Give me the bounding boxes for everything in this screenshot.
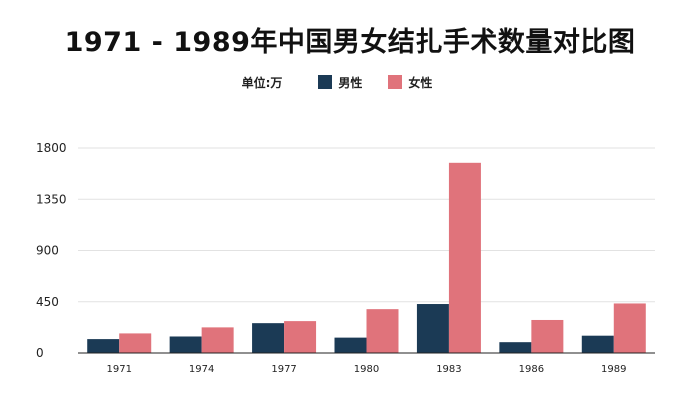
x-tick-label: 1989 — [601, 364, 626, 375]
x-tick-label: 1971 — [106, 364, 131, 375]
chart-title: 1971 - 1989年中国男女结扎手术数量对比图 — [64, 27, 636, 58]
bar-female-1977 — [284, 321, 317, 353]
bar-male-1983 — [416, 304, 449, 353]
x-tick-label: 1980 — [354, 364, 379, 375]
bar-male-1989 — [581, 335, 614, 353]
legend: 单位:万 男性 女性 — [0, 72, 700, 92]
legend-swatch-female — [388, 75, 403, 89]
y-tick-label: 450 — [36, 295, 59, 309]
bar-female-1980 — [366, 309, 399, 353]
unit-label: 单位:万 — [241, 75, 283, 90]
legend-swatch-male — [318, 75, 333, 89]
x-tick-label: 1983 — [436, 364, 461, 375]
legend-item-male: 男性 — [318, 74, 362, 91]
bar-male-1986 — [499, 342, 532, 353]
bar-male-1980 — [334, 337, 367, 353]
bar-female-1986 — [531, 319, 564, 353]
bar-female-1983 — [448, 162, 481, 353]
y-tick-label: 1800 — [36, 141, 67, 155]
legend-item-female: 女性 — [388, 74, 432, 91]
y-tick-label: 1350 — [36, 192, 67, 206]
x-tick-label: 1974 — [189, 364, 214, 375]
y-tick-label: 900 — [36, 244, 59, 258]
bar-male-1971 — [87, 339, 120, 353]
bar-male-1974 — [169, 336, 202, 353]
bar-female-1989 — [613, 303, 646, 353]
bar-female-1974 — [201, 327, 234, 353]
legend-label-female: 女性 — [408, 75, 433, 90]
bar-female-1971 — [119, 333, 152, 353]
bar-male-1977 — [252, 323, 285, 353]
legend-label-male: 男性 — [338, 75, 363, 90]
x-tick-label: 1977 — [271, 364, 296, 375]
y-tick-label: 0 — [36, 346, 44, 360]
x-tick-label: 1986 — [519, 364, 544, 375]
